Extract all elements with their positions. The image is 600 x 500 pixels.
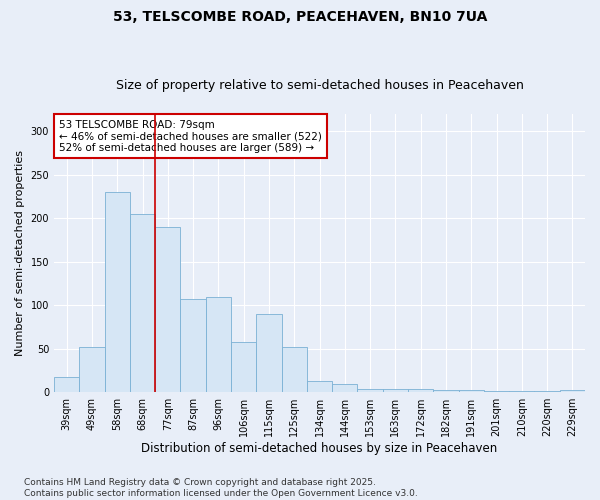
Bar [408,388,433,392]
Bar [560,390,585,392]
Bar [458,390,484,392]
Bar [181,299,206,392]
Bar [79,347,104,392]
Y-axis label: Number of semi-detached properties: Number of semi-detached properties [15,150,25,356]
Bar [155,227,181,392]
Bar [307,381,332,392]
Bar [206,296,231,392]
Text: 53, TELSCOMBE ROAD, PEACEHAVEN, BN10 7UA: 53, TELSCOMBE ROAD, PEACEHAVEN, BN10 7UA [113,10,487,24]
Bar [130,214,155,392]
Title: Size of property relative to semi-detached houses in Peacehaven: Size of property relative to semi-detach… [116,79,523,92]
Bar [256,314,281,392]
Bar [231,342,256,392]
X-axis label: Distribution of semi-detached houses by size in Peacehaven: Distribution of semi-detached houses by … [142,442,497,455]
Bar [433,390,458,392]
Bar [358,388,383,392]
Text: Contains HM Land Registry data © Crown copyright and database right 2025.
Contai: Contains HM Land Registry data © Crown c… [24,478,418,498]
Text: 53 TELSCOMBE ROAD: 79sqm
← 46% of semi-detached houses are smaller (522)
52% of : 53 TELSCOMBE ROAD: 79sqm ← 46% of semi-d… [59,120,322,153]
Bar [281,347,307,392]
Bar [383,388,408,392]
Bar [104,192,130,392]
Bar [332,384,358,392]
Bar [54,378,79,392]
